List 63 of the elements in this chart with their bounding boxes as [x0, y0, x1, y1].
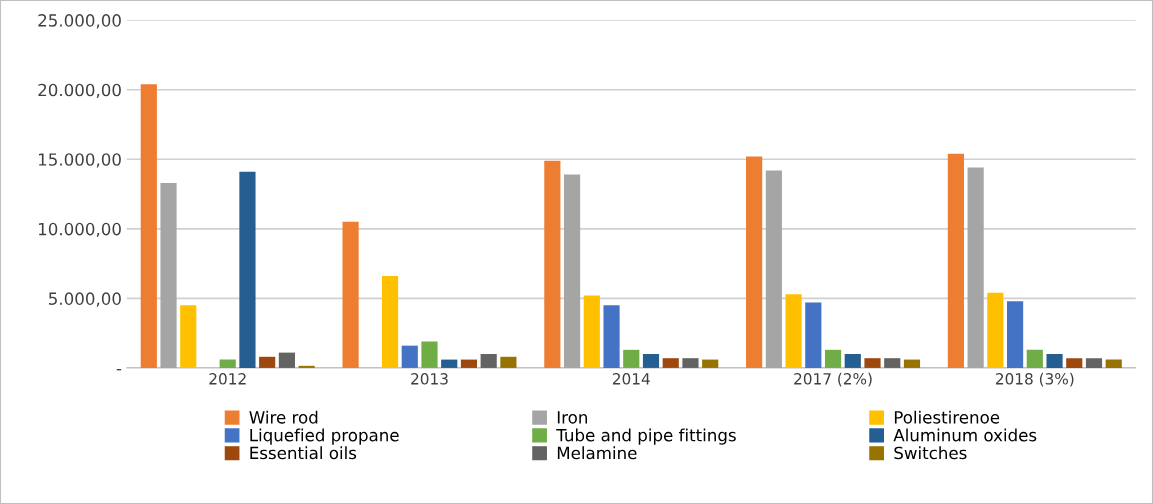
- legend-label: Aluminum oxides: [893, 428, 1037, 442]
- bar: [642, 354, 660, 368]
- bar: [298, 365, 315, 368]
- bar: [583, 295, 600, 368]
- bar: [746, 156, 763, 368]
- bar: [278, 352, 295, 368]
- bar: [441, 359, 458, 368]
- legend-label: Wire rod: [249, 410, 318, 424]
- bar: [563, 174, 581, 368]
- x-tick-label: 2012: [209, 373, 246, 385]
- bar: [682, 358, 699, 368]
- y-tick-label: 15.000,00: [38, 153, 121, 168]
- bar: [1007, 301, 1024, 368]
- bar: [1105, 359, 1122, 368]
- bar: [180, 305, 197, 368]
- x-tick-label: 2013: [411, 373, 448, 385]
- x-tick-label: 2017 (2%): [794, 372, 872, 387]
- bar: [381, 276, 399, 368]
- legend-label: Switches: [894, 446, 967, 460]
- legend-label: Tube and pipe fittings: [556, 428, 736, 445]
- legend-label: Poliestirenoe: [894, 410, 1000, 424]
- bar: [160, 182, 177, 368]
- bar: [884, 358, 901, 368]
- bar: [903, 359, 921, 368]
- bar: [987, 292, 1004, 368]
- bar: [219, 359, 236, 368]
- bar: [401, 345, 418, 368]
- y-tick-label: -: [116, 369, 122, 371]
- bar: [259, 356, 276, 368]
- bar: [967, 167, 984, 368]
- legend-label: Essential oils: [250, 446, 357, 460]
- bar: [603, 305, 620, 368]
- bar: [623, 349, 640, 368]
- bar: [864, 358, 881, 368]
- bar: [947, 153, 964, 368]
- bar: [702, 359, 719, 368]
- bar: [1066, 358, 1083, 368]
- bar: [1085, 358, 1103, 368]
- legend-label: Liquefied propane: [250, 428, 399, 445]
- bar: [785, 294, 802, 368]
- bar: [662, 358, 679, 368]
- bar: [544, 160, 561, 368]
- y-tick-label: 5.000,00: [49, 292, 121, 307]
- bar: [1046, 354, 1063, 368]
- y-tick-label: 10.000,00: [38, 222, 121, 238]
- bar: [460, 359, 478, 368]
- bar: [500, 356, 517, 368]
- bar: [765, 170, 782, 368]
- bar: [805, 302, 822, 368]
- x-tick-label: 2018 (3%): [995, 372, 1074, 387]
- bar: [342, 221, 359, 368]
- bar: [480, 354, 497, 368]
- bar: [824, 349, 842, 368]
- y-tick-label: 25.000,00: [38, 14, 121, 29]
- x-tick-label: 2014: [612, 373, 650, 385]
- bar: [421, 341, 438, 368]
- bar: [1026, 349, 1043, 368]
- bar: [239, 171, 256, 368]
- legend-label: Melamine: [557, 446, 637, 460]
- legend-label: Iron: [557, 411, 587, 424]
- bar: [844, 354, 861, 368]
- y-tick-label: 20.000,00: [38, 83, 121, 98]
- bar: [140, 84, 157, 368]
